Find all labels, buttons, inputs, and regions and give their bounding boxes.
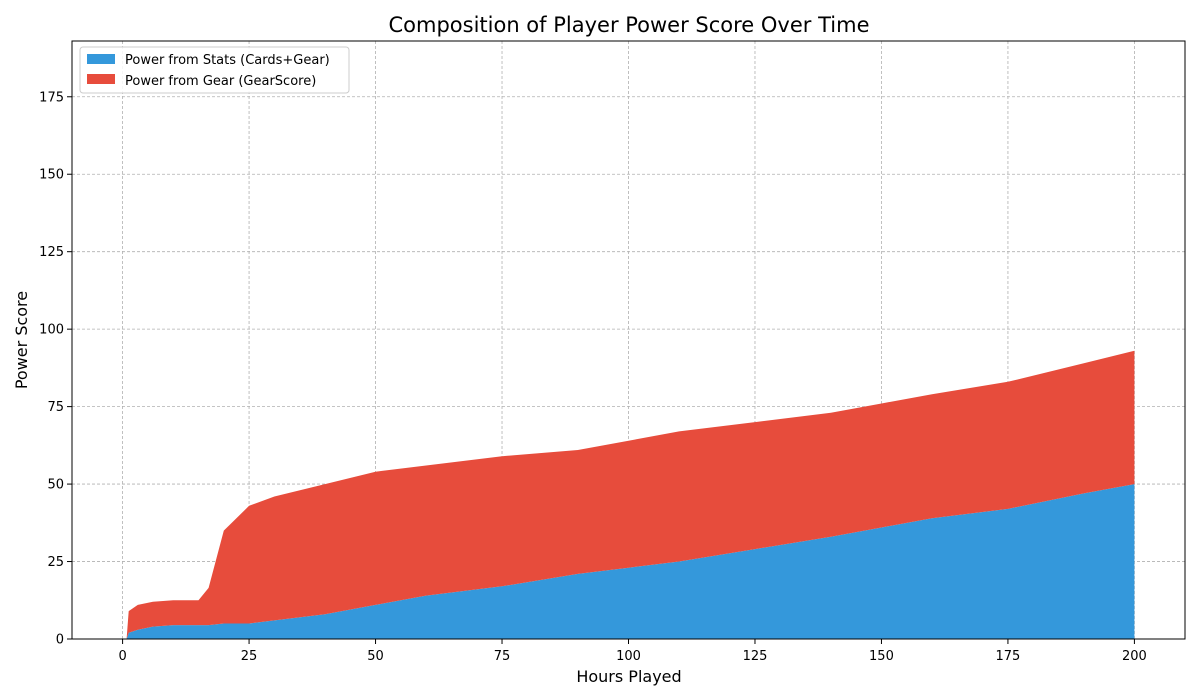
x-tick-label: 175 — [996, 649, 1021, 664]
legend-label-stats: Power from Stats (Cards+Gear) — [125, 53, 330, 68]
area-series-1 — [122, 350, 1135, 639]
area-series-0 — [122, 484, 1135, 639]
y-tick-label: 125 — [39, 245, 64, 260]
legend-label-gear: Power from Gear (GearScore) — [125, 74, 316, 89]
chart-title: Composition of Player Power Score Over T… — [388, 13, 869, 37]
y-tick-label: 75 — [47, 400, 64, 415]
x-tick-label: 0 — [118, 649, 126, 664]
y-tick-label: 50 — [47, 478, 64, 493]
legend: Power from Stats (Cards+Gear) Power from… — [79, 46, 350, 94]
y-tick-label: 25 — [47, 555, 64, 570]
x-tick-label: 200 — [1122, 649, 1147, 664]
axis-ticks: 0 25 50 75 100 125 150 175 200 0 25 50 75 100 125 150 17… — [39, 90, 1147, 664]
x-tick-label: 125 — [743, 649, 768, 664]
legend-swatch-stats — [87, 54, 115, 64]
y-tick-label: 150 — [39, 168, 64, 183]
x-axis-title: Hours Played — [576, 667, 681, 686]
x-tick-label: 150 — [869, 649, 894, 664]
y-tick-label: 0 — [56, 633, 64, 648]
y-axis-title: Power Score — [12, 291, 31, 389]
x-tick-label: 75 — [494, 649, 511, 664]
x-tick-label: 100 — [616, 649, 641, 664]
y-tick-label: 175 — [39, 90, 64, 105]
x-tick-label: 25 — [241, 649, 258, 664]
legend-swatch-gear — [87, 74, 115, 84]
plot-area — [122, 350, 1135, 639]
legend-frame — [79, 46, 350, 94]
x-tick-label: 50 — [367, 649, 384, 664]
y-tick-label: 100 — [39, 323, 64, 338]
